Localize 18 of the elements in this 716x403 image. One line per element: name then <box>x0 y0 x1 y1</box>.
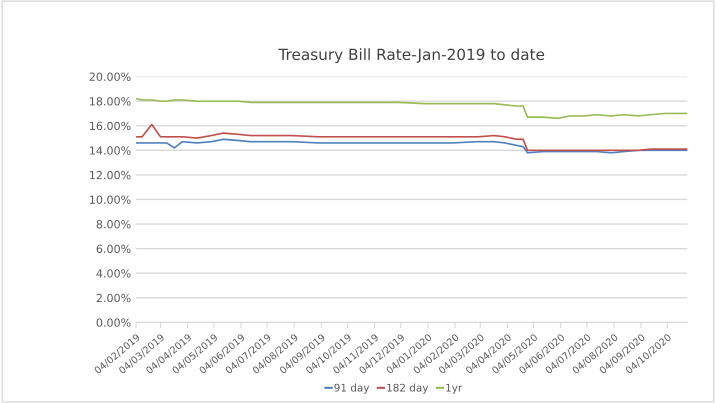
chart-title: Treasury Bill Rate-Jan-2019 to date <box>278 48 544 64</box>
y-tick-label: 16.00% <box>90 122 131 130</box>
legend-label: 91 day <box>334 384 370 394</box>
y-tick-label: 10.00% <box>90 195 131 204</box>
y-tick-label: 2.00% <box>96 294 131 302</box>
y-tick-label: 6.00% <box>96 244 131 254</box>
y-tick-label: 12.00% <box>90 170 131 180</box>
y-tick-label: 18.00% <box>90 97 131 106</box>
y-tick-label: 8.00% <box>96 220 131 228</box>
line-series <box>136 98 688 120</box>
y-tick-label: 4.00% <box>96 269 131 278</box>
y-tick-label: 0.00% <box>96 318 131 327</box>
y-tick-label: 20.00% <box>90 72 131 81</box>
line-series <box>136 124 688 152</box>
line-series <box>136 138 688 154</box>
y-tick-label: 14.00% <box>90 146 131 155</box>
legend-label: 182 day <box>387 384 428 394</box>
legend-label: 1yr <box>446 384 462 394</box>
